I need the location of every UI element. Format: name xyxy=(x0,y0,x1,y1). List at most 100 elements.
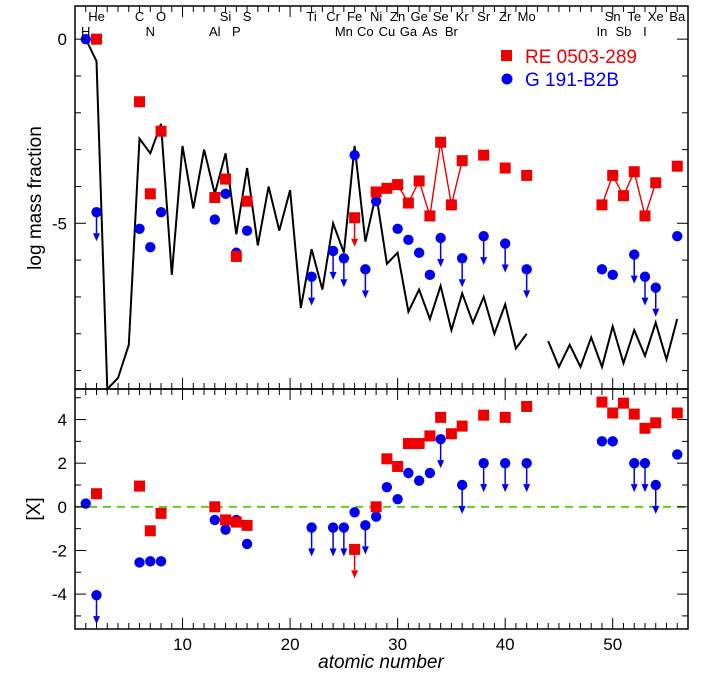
lower-g191-point-z22-limit-arrow-head xyxy=(308,548,316,557)
lower-g191-point-z36 xyxy=(456,479,468,491)
lower-g191-point-z36-limit-arrow-head xyxy=(458,506,466,514)
lower-re0503-point-z13 xyxy=(209,501,221,513)
lower-g191-point-z52-limit-arrow-head xyxy=(630,484,638,493)
lower-g191-point-z27-limit-arrow-head xyxy=(361,546,369,555)
upper-g191-point-z42 xyxy=(521,264,532,275)
upper-tick-label: -5 xyxy=(52,214,67,233)
upper-g191-point-z25 xyxy=(338,253,350,264)
lower-re0503-point-z33 xyxy=(424,430,436,442)
lower-g191-point-z2 xyxy=(91,589,102,601)
upper-y-axis-title: log mass fraction xyxy=(25,126,46,270)
upper-re0503-point-z28 xyxy=(370,186,382,198)
lower-g191-point-z6 xyxy=(134,557,145,568)
lower-g191-point-z26 xyxy=(349,507,360,518)
lower-re0503-point-z32 xyxy=(413,438,425,450)
lower-g191-point-z16 xyxy=(241,538,253,550)
lower-re0503-point-z52 xyxy=(628,408,640,420)
element-label-kr: Kr xyxy=(456,9,470,24)
element-label-ti: Ti xyxy=(306,9,316,24)
lower-re0503-point-z42 xyxy=(521,400,533,412)
lower-g191-point-z14 xyxy=(220,524,231,535)
upper-re0503-point-z36 xyxy=(456,155,468,167)
lower-g191-point-z54-limit-arrow-head xyxy=(652,506,660,514)
upper-g191-point-z28 xyxy=(370,195,382,207)
lower-g191-point-z24 xyxy=(327,522,339,533)
lower-re0503-point-z2 xyxy=(91,488,103,500)
upper-re0503-point-z42 xyxy=(521,169,533,181)
lower-g191-point-z38 xyxy=(478,457,489,469)
element-label-si: Si xyxy=(220,9,232,24)
lower-re0503-point-z7 xyxy=(144,525,156,537)
upper-g191-point-z31 xyxy=(403,234,414,246)
x-tick-label: 40 xyxy=(496,635,515,654)
lower-re0503-point-z40 xyxy=(499,411,511,423)
element-label-br: Br xyxy=(445,24,459,39)
upper-re0503-point-z16 xyxy=(241,195,253,207)
lower-re0503-point-z15 xyxy=(230,516,242,528)
upper-re0503-point-z7 xyxy=(144,188,156,200)
lower-g191-point-z1 xyxy=(80,498,91,509)
legend-label-g: G 191-B2B xyxy=(525,70,619,91)
element-label-mn: Mn xyxy=(335,24,353,39)
upper-re0503-point-z2 xyxy=(91,33,103,45)
upper-re0503-point-z26-limit-arrow-head xyxy=(351,238,359,247)
lower-re0503-point-z14 xyxy=(220,514,232,526)
upper-g191-point-z36-limit-arrow-head xyxy=(458,279,466,288)
lower-g191-point-z25 xyxy=(338,522,350,533)
element-label-ga: Ga xyxy=(400,24,418,39)
lower-plot-frame xyxy=(74,388,689,630)
upper-g191-point-z14 xyxy=(220,188,231,200)
x-tick-label: 20 xyxy=(281,635,300,654)
upper-g191-point-z2-limit-arrow-head xyxy=(93,233,101,242)
upper-re0503-point-z56 xyxy=(671,160,683,172)
element-label-ba: Ba xyxy=(669,9,686,24)
legend-marker-re xyxy=(501,50,512,61)
lower-re0503-point-z51 xyxy=(617,397,629,409)
element-label-o: O xyxy=(156,9,166,24)
lower-g191-point-z8 xyxy=(155,556,167,567)
element-label-in: In xyxy=(597,24,608,39)
lower-re0503-point-z16 xyxy=(241,519,253,531)
lower-g191-point-z34 xyxy=(435,433,446,445)
lower-re0503-point-z53 xyxy=(639,422,651,434)
upper-g191-point-z32 xyxy=(413,247,425,258)
lower-re0503-point-z35 xyxy=(445,428,457,440)
upper-g191-point-z50 xyxy=(607,269,618,281)
lower-g191-point-z56 xyxy=(672,449,683,460)
upper-re0503-point-z49 xyxy=(596,199,608,211)
upper-g191-point-z38-limit-arrow-head xyxy=(480,257,488,266)
element-label-he: He xyxy=(88,9,105,24)
lower-g191-point-z38-limit-arrow-head xyxy=(480,484,488,493)
upper-g191-point-z54-limit-arrow-head xyxy=(652,308,660,317)
upper-re0503-point-z50 xyxy=(607,169,619,181)
upper-re0503-point-z30 xyxy=(392,179,404,191)
lower-g191-point-z49 xyxy=(596,436,608,447)
lower-re0503-point-z38 xyxy=(478,409,490,421)
lower-g191-point-z40 xyxy=(499,457,511,469)
lower-re0503-point-z49 xyxy=(596,396,608,408)
lower-re0503-point-z31 xyxy=(402,438,414,450)
upper-g191-point-z54 xyxy=(650,282,661,293)
lower-re0503-point-z29 xyxy=(381,453,393,465)
lower-g191-point-z25-limit-arrow-head xyxy=(340,548,348,557)
upper-g191-point-z22-limit-arrow-head xyxy=(308,297,316,306)
lower-g191-point-z13 xyxy=(209,514,221,526)
upper-g191-point-z24 xyxy=(327,245,339,257)
upper-g191-point-z52-limit-arrow-head xyxy=(630,275,638,284)
lower-g191-point-z53 xyxy=(639,457,651,469)
element-label-s: S xyxy=(243,9,252,24)
x-tick-label: 50 xyxy=(603,635,622,654)
upper-g191-point-z22 xyxy=(306,271,317,282)
upper-re0503-point-z14 xyxy=(220,173,232,185)
element-label-fe: Fe xyxy=(347,9,362,24)
solar-model-line-segment-2 xyxy=(547,318,679,371)
upper-g191-point-z33 xyxy=(424,269,436,281)
element-label-al: Al xyxy=(209,24,221,39)
upper-re0503-point-z15 xyxy=(230,250,242,262)
upper-g191-point-z38 xyxy=(478,230,489,242)
lower-g191-point-z2-limit-arrow-head xyxy=(93,616,101,625)
legend: RE 0503-289 G 191-B2B xyxy=(501,47,637,91)
upper-re0503-point-z35 xyxy=(445,199,457,211)
upper-re0503-point-z13 xyxy=(209,192,221,203)
lower-y-axis-title: [X] xyxy=(24,497,45,520)
